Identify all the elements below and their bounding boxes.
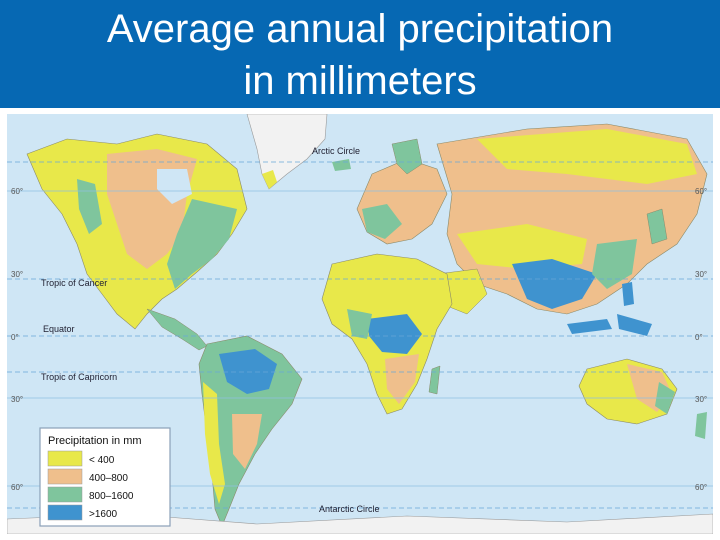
deg-0-left: 0°	[11, 333, 19, 342]
hudson-bay	[157, 169, 192, 204]
greenland-coast	[262, 170, 277, 189]
legend-title: Precipitation in mm	[48, 435, 142, 447]
na-green-east	[167, 199, 237, 289]
legend: Precipitation in mm < 400 400–800 800–16…	[39, 427, 171, 527]
world-precipitation-map: Arctic Circle Tropic of Cancer Equator T…	[7, 114, 713, 534]
legend-label-4: >1600	[89, 509, 118, 520]
deg-60n-right: 60°	[695, 187, 707, 196]
sa-blue	[219, 349, 277, 394]
greenland	[246, 114, 328, 190]
madagascar	[428, 365, 441, 395]
scandinavia	[391, 138, 423, 175]
indonesia-2	[617, 314, 652, 336]
title-line-1: Average annual precipitation	[106, 7, 614, 51]
legend-swatch-2	[47, 468, 83, 485]
east-asia-green	[592, 239, 637, 289]
deg-60s-right: 60°	[695, 483, 707, 492]
indonesia-1	[567, 319, 612, 334]
legend-swatch-4	[47, 504, 83, 521]
central-america	[146, 308, 208, 351]
europe-green	[362, 204, 402, 239]
deg-0-right: 0°	[695, 333, 703, 342]
tropic-of-capricorn-label: Tropic of Capricorn	[41, 372, 117, 382]
siberia-yellow	[477, 129, 697, 184]
deg-30s-left: 30°	[11, 395, 23, 404]
legend-label-2: 400–800	[89, 473, 128, 484]
new-zealand	[695, 412, 707, 439]
deg-60s-left: 60°	[11, 483, 23, 492]
legend-label-1: < 400	[89, 455, 115, 466]
philippines	[622, 282, 634, 306]
sa-yellow	[203, 382, 225, 504]
africa-green	[347, 309, 372, 339]
sa-tan	[232, 414, 262, 469]
arctic-circle-label: Arctic Circle	[312, 146, 360, 156]
deg-30n-left: 30°	[11, 270, 23, 279]
africa-blue	[367, 314, 422, 354]
deg-30n-right: 30°	[695, 270, 707, 279]
legend-swatch-3	[47, 486, 83, 503]
south-asia-blue	[512, 259, 597, 309]
title-line-2: in millimeters	[243, 59, 477, 103]
japan	[646, 208, 668, 245]
central-asia-yellow	[457, 224, 587, 269]
title-banner: Average annual precipitation in millimet…	[0, 0, 720, 108]
antarctic-circle-label: Antarctic Circle	[319, 504, 380, 514]
na-green-west	[77, 179, 102, 234]
legend-label-3: 800–1600	[89, 491, 134, 502]
deg-60n-left: 60°	[11, 187, 23, 196]
legend-swatch-1	[47, 450, 83, 467]
tropic-of-cancer-label: Tropic of Cancer	[41, 278, 107, 288]
equator-label: Equator	[43, 324, 75, 334]
deg-30s-right: 30°	[695, 395, 707, 404]
africa-tan	[385, 354, 419, 404]
